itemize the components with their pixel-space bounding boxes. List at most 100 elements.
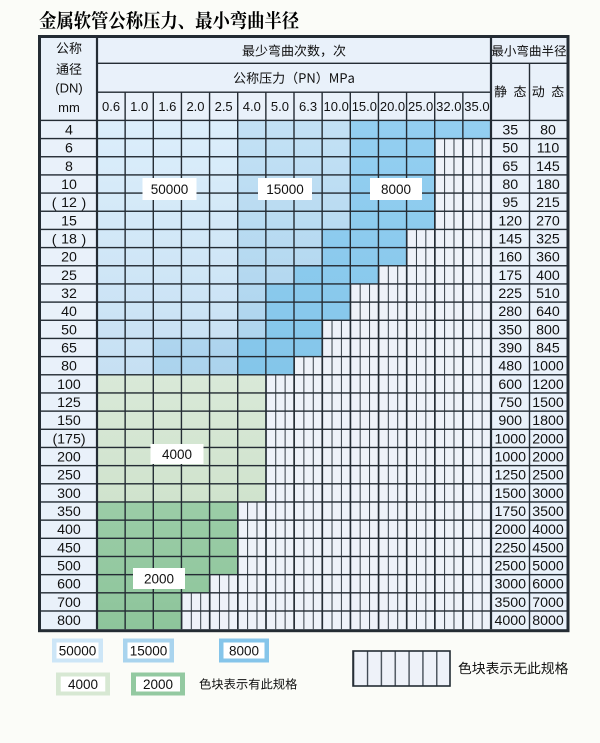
svg-text:65: 65	[61, 341, 77, 357]
svg-text:750: 750	[498, 395, 522, 411]
svg-text:80: 80	[61, 359, 77, 375]
svg-text:110: 110	[537, 141, 560, 157]
svg-text:300: 300	[57, 486, 81, 502]
svg-text:160: 160	[498, 250, 522, 266]
svg-text:325: 325	[536, 232, 560, 248]
svg-text:4000: 4000	[494, 613, 526, 629]
svg-text:50000: 50000	[151, 182, 189, 197]
svg-text:1500: 1500	[494, 486, 526, 502]
svg-text:mm: mm	[58, 100, 80, 115]
svg-text:125: 125	[57, 395, 81, 411]
svg-text:270: 270	[536, 213, 560, 229]
svg-text:700: 700	[57, 595, 81, 611]
svg-text:4000: 4000	[68, 677, 98, 692]
svg-text:5000: 5000	[532, 559, 564, 575]
svg-text:175: 175	[498, 268, 522, 284]
svg-text:215: 215	[536, 195, 560, 211]
svg-text:845: 845	[536, 341, 560, 357]
svg-text:350: 350	[57, 504, 81, 520]
svg-text:25.0: 25.0	[408, 99, 433, 114]
svg-text:15000: 15000	[130, 643, 168, 658]
svg-text:1500: 1500	[532, 395, 564, 411]
svg-text:1200: 1200	[532, 377, 564, 393]
svg-text:1000: 1000	[532, 359, 564, 375]
svg-text:1800: 1800	[532, 413, 564, 429]
svg-text:15.0: 15.0	[352, 99, 377, 114]
svg-text:50: 50	[502, 141, 518, 157]
svg-text:7000: 7000	[532, 595, 564, 611]
svg-text:1000: 1000	[494, 450, 526, 466]
svg-text:1250: 1250	[494, 468, 526, 484]
svg-text:50: 50	[61, 322, 77, 338]
svg-text:225: 225	[498, 286, 522, 302]
svg-text:180: 180	[536, 177, 560, 193]
svg-text:4.0: 4.0	[243, 99, 261, 114]
svg-text:35.0: 35.0	[464, 99, 489, 114]
svg-text:50000: 50000	[59, 643, 97, 658]
svg-text:32.0: 32.0	[436, 99, 461, 114]
svg-text:800: 800	[536, 322, 560, 338]
svg-text:32: 32	[61, 286, 77, 302]
svg-text:510: 510	[536, 286, 560, 302]
svg-text:1750: 1750	[494, 504, 526, 520]
svg-text:2000: 2000	[532, 450, 564, 466]
svg-text:2000: 2000	[532, 431, 564, 447]
svg-text:(: (	[52, 232, 57, 248]
svg-text:2000: 2000	[494, 522, 526, 538]
svg-text:120: 120	[498, 213, 522, 229]
svg-text:200: 200	[57, 450, 81, 466]
svg-text:8000: 8000	[229, 643, 259, 658]
svg-text:640: 640	[536, 304, 560, 320]
svg-text:3500: 3500	[532, 504, 564, 520]
svg-text:18: 18	[61, 232, 77, 248]
svg-text:1.6: 1.6	[158, 99, 176, 114]
svg-text:900: 900	[498, 413, 522, 429]
svg-text:145: 145	[498, 232, 522, 248]
svg-text:5.0: 5.0	[271, 99, 289, 114]
svg-text:100: 100	[57, 377, 81, 393]
svg-text:(: (	[52, 195, 57, 211]
svg-text:280: 280	[498, 304, 522, 320]
svg-text:4000: 4000	[532, 522, 564, 538]
svg-text:): )	[82, 232, 87, 248]
svg-text:2000: 2000	[144, 571, 174, 586]
svg-text:15: 15	[61, 213, 77, 229]
svg-text:4000: 4000	[162, 447, 192, 462]
svg-text:95: 95	[502, 195, 518, 211]
svg-text:3000: 3000	[494, 577, 526, 593]
svg-text:600: 600	[498, 377, 522, 393]
svg-text:2000: 2000	[143, 677, 173, 692]
svg-text:400: 400	[536, 268, 560, 284]
svg-text:4500: 4500	[532, 540, 564, 556]
svg-text:6.3: 6.3	[299, 99, 317, 114]
svg-text:3500: 3500	[494, 595, 526, 611]
svg-text:80: 80	[502, 177, 518, 193]
svg-text:8000: 8000	[381, 182, 411, 197]
svg-text:390: 390	[498, 341, 522, 357]
svg-text:2.5: 2.5	[215, 99, 233, 114]
svg-text:): )	[82, 195, 87, 211]
svg-text:2500: 2500	[532, 468, 564, 484]
svg-text:2250: 2250	[494, 540, 526, 556]
svg-text:8: 8	[65, 159, 73, 175]
svg-text:800: 800	[57, 613, 81, 629]
svg-text:3000: 3000	[532, 486, 564, 502]
svg-text:10: 10	[61, 177, 77, 193]
svg-text:500: 500	[57, 559, 81, 575]
svg-text:1.0: 1.0	[130, 99, 148, 114]
svg-text:(175): (175)	[52, 431, 85, 447]
svg-text:480: 480	[498, 359, 522, 375]
svg-text:12: 12	[61, 195, 77, 211]
svg-text:25: 25	[61, 268, 77, 284]
svg-text:0.6: 0.6	[102, 99, 120, 114]
svg-text:400: 400	[57, 522, 81, 538]
svg-text:65: 65	[502, 159, 518, 175]
svg-text:20: 20	[61, 250, 77, 266]
svg-text:6000: 6000	[532, 577, 564, 593]
svg-text:15000: 15000	[266, 182, 304, 197]
svg-text:1000: 1000	[494, 431, 526, 447]
svg-text:2500: 2500	[494, 559, 526, 575]
svg-text:4: 4	[65, 122, 73, 138]
svg-text:35: 35	[502, 122, 518, 138]
svg-text:10.0: 10.0	[324, 99, 349, 114]
